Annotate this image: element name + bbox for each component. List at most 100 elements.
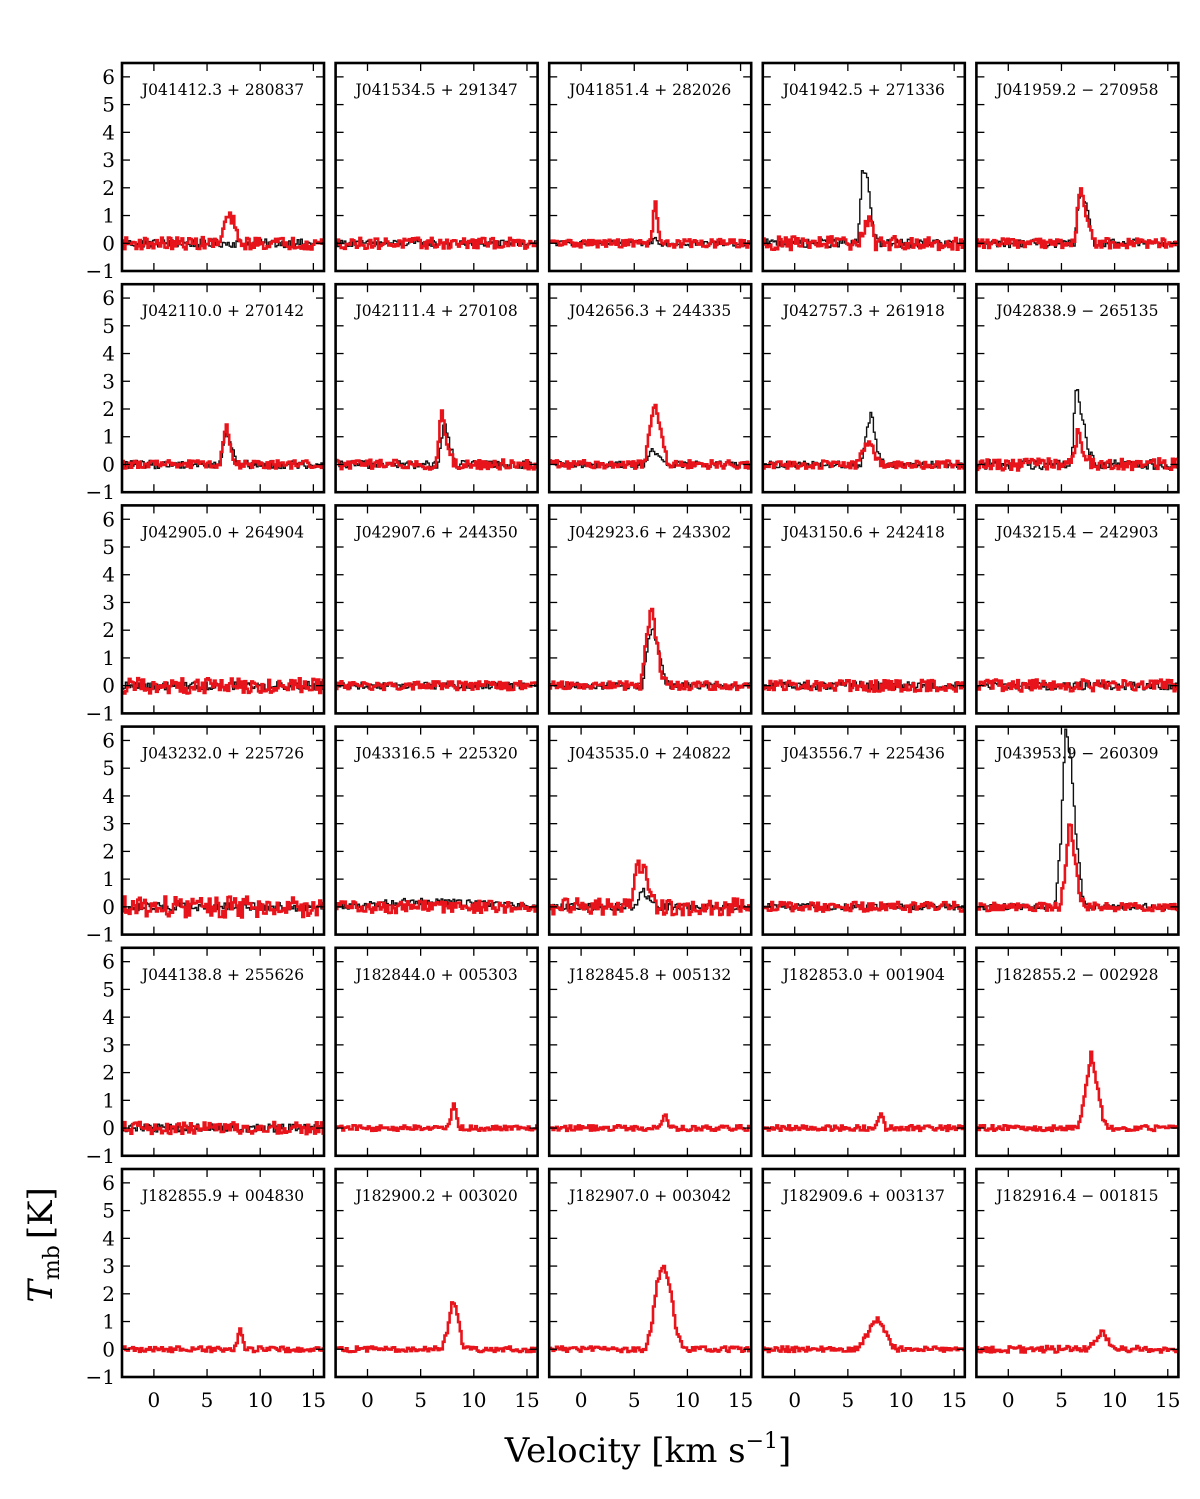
series-line-red xyxy=(762,440,965,470)
spectrum-panel: J043316.5 + 225320 xyxy=(334,725,539,936)
y-axis-title-unit: [K] xyxy=(21,1187,61,1239)
spectrum-lines xyxy=(762,900,965,914)
panel-frame xyxy=(120,282,326,494)
panel-title: J182916.4 − 001815 xyxy=(994,1187,1158,1205)
panel-title: J042110.0 + 270142 xyxy=(140,302,304,320)
panel-title: J043953.9 − 260309 xyxy=(994,745,1158,763)
series-line-red xyxy=(549,1113,752,1133)
panel-frame xyxy=(761,946,967,1158)
panel-title: J182844.0 + 005303 xyxy=(354,966,518,984)
panel-title: J043150.6 + 242418 xyxy=(781,523,945,541)
spectrum-lines xyxy=(122,895,324,919)
x-tick-label: 0 xyxy=(1002,1388,1015,1412)
panel-frame xyxy=(334,725,539,936)
spectrum-panel: 0 5 10 15 J182909.6 + 003137 xyxy=(761,1167,967,1412)
panel-title: J042656.3 + 244335 xyxy=(567,302,731,320)
series-line-red xyxy=(976,1329,1179,1354)
x-tick-label: 5 xyxy=(841,1388,854,1412)
y-tick-label: 0 xyxy=(102,674,115,698)
y-tick-label: 2 xyxy=(102,176,115,200)
spectrum-lines xyxy=(976,389,1179,472)
spectrum-panel: J042907.6 + 244350 xyxy=(334,504,539,715)
spectrum-lines xyxy=(122,676,324,695)
x-tick-label: 5 xyxy=(1055,1388,1068,1412)
y-tick-label: 2 xyxy=(102,1061,115,1085)
y-tick-label: 1 xyxy=(102,204,115,228)
panel-grid: −1 0 1 2 3 4 5 6 J041412.3 + 280837 J041534.5 + 2… xyxy=(86,61,1180,1412)
series-line-red xyxy=(335,680,538,692)
panel-title: J182855.2 − 002928 xyxy=(994,966,1158,984)
spectrum-lines xyxy=(976,1050,1179,1133)
panel-frame xyxy=(334,61,539,273)
panel-frame xyxy=(761,1167,967,1379)
y-tick-label: 6 xyxy=(102,286,115,310)
series-line-red xyxy=(335,409,538,471)
panel-title: J041412.3 + 280837 xyxy=(140,81,304,99)
spectrum-lines xyxy=(976,1329,1179,1354)
spectrum-lines xyxy=(549,403,752,470)
series-line-red xyxy=(976,678,1179,693)
series-line-red xyxy=(335,1102,538,1133)
y-tick-label: 3 xyxy=(102,148,115,172)
y-tick-label: 5 xyxy=(102,93,115,117)
spectrum-panel: J182855.2 − 002928 xyxy=(975,946,1180,1158)
panel-frame xyxy=(547,61,753,273)
series-line-red xyxy=(122,895,324,919)
spectrum-panel: J182845.8 + 005132 xyxy=(547,946,753,1158)
panel-frame xyxy=(334,1167,539,1379)
y-tick-label: 6 xyxy=(102,950,115,974)
spectrum-panel: J043953.9 − 260309 xyxy=(975,725,1180,936)
y-tick-label: −1 xyxy=(86,1144,115,1168)
series-line-red xyxy=(762,1112,965,1133)
panel-frame xyxy=(120,725,326,936)
panel-frame xyxy=(547,1167,753,1379)
y-axis-title-sub: mb xyxy=(40,1245,65,1280)
spectrum-panel: J042656.3 + 244335 xyxy=(547,282,753,494)
y-tick-label: 6 xyxy=(102,728,115,752)
spectrum-lines xyxy=(549,859,752,917)
panel-title: J182907.0 + 003042 xyxy=(567,1187,731,1205)
y-tick-label: 3 xyxy=(102,812,115,836)
spectrum-lines xyxy=(549,607,752,692)
y-tick-label: 3 xyxy=(102,1254,115,1278)
x-tick-label: 5 xyxy=(201,1388,214,1412)
spectrum-lines xyxy=(335,897,538,915)
panel-title: J042757.3 + 261918 xyxy=(781,302,945,320)
series-line-red xyxy=(762,678,965,693)
panel-frame xyxy=(334,282,539,494)
series-line-black xyxy=(762,411,965,469)
y-tick-label: −1 xyxy=(86,1365,115,1389)
y-tick-label: 1 xyxy=(102,867,115,891)
y-tick-label: 5 xyxy=(102,535,115,559)
y-tick-label: 6 xyxy=(102,65,115,89)
series-line-red xyxy=(122,1120,324,1136)
spectrum-panel: J042838.9 − 265135 xyxy=(975,282,1180,494)
y-tick-label: 4 xyxy=(102,563,115,587)
panel-title: J042907.6 + 244350 xyxy=(354,523,518,541)
spectrum-panel: −1 0 1 2 3 4 5 6 J043232.0 + 225726 xyxy=(86,725,326,947)
spectrum-panel: −1 0 1 2 3 4 5 6 0 5 10 15 J182855.9 + 004830 xyxy=(86,1167,326,1412)
series-line-red xyxy=(549,859,752,917)
spectrum-lines xyxy=(335,1301,538,1354)
x-tick-label: 0 xyxy=(148,1388,161,1412)
x-tick-label: 0 xyxy=(788,1388,801,1412)
spectrum-panel: J041851.4 + 282026 xyxy=(547,61,753,273)
spectrum-panel: J043215.4 − 242903 xyxy=(975,504,1180,715)
panel-frame xyxy=(120,1167,326,1379)
series-line-red xyxy=(335,1301,538,1354)
panel-title: J042923.6 + 243302 xyxy=(567,523,731,541)
x-tick-label: 0 xyxy=(361,1388,374,1412)
spectrum-panel: J182853.0 + 001904 xyxy=(761,946,967,1158)
x-axis-title: Velocity [km s−1] xyxy=(504,1429,792,1471)
spectrum-panel: J043556.7 + 225436 xyxy=(761,725,967,936)
x-tick-label: 15 xyxy=(301,1388,326,1412)
panel-title: J043316.5 + 225320 xyxy=(354,745,518,763)
y-tick-label: 5 xyxy=(102,977,115,1001)
y-tick-label: −1 xyxy=(86,480,115,504)
spectrum-panel: −1 0 1 2 3 4 5 6 J044138.8 + 255626 xyxy=(86,946,326,1168)
panel-frame xyxy=(761,61,967,273)
panel-frame xyxy=(975,1167,1180,1379)
spectrum-panel: −1 0 1 2 3 4 5 6 J041412.3 + 280837 xyxy=(86,61,326,283)
y-tick-label: 2 xyxy=(102,397,115,421)
x-tick-label: 10 xyxy=(461,1388,486,1412)
